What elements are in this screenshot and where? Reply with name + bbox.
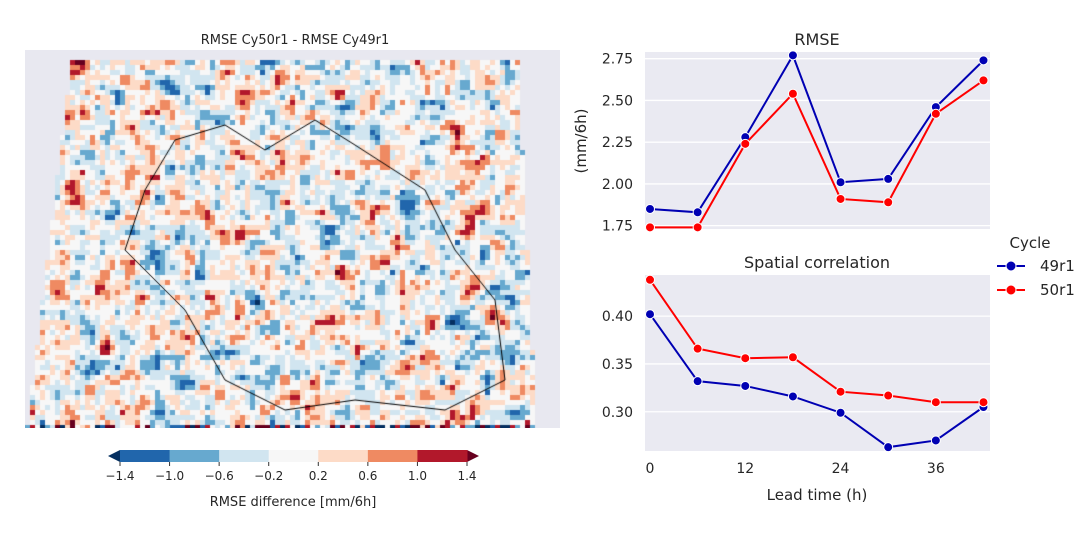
point-50r1: [883, 390, 894, 401]
point-50r1: [835, 193, 846, 204]
y-tick-label: 2.50: [602, 93, 633, 109]
y-tick-label: 2.25: [602, 135, 633, 151]
x-tick-label: 12: [736, 461, 754, 477]
point-50r1: [787, 88, 798, 99]
colorbar-bin: [367, 450, 418, 462]
colorbar-tick-label: −0.6: [205, 469, 234, 483]
colorbar-tick-label: 1.4: [457, 469, 476, 483]
colorbar-label: RMSE difference [mm/6h]: [210, 495, 377, 510]
colorbar-tick-label: 0.6: [358, 469, 377, 483]
legend-marker-50r1: [1005, 284, 1017, 296]
point-49r1: [883, 173, 894, 184]
point-49r1: [645, 309, 655, 320]
point-49r1: [787, 391, 798, 402]
y-tick-label: 0.35: [602, 357, 633, 373]
point-49r1: [883, 442, 894, 453]
point-50r1: [978, 397, 989, 408]
colorbar-bin: [268, 450, 319, 462]
point-49r1: [692, 376, 703, 387]
point-49r1: [787, 50, 798, 61]
x-tick-label: 36: [927, 461, 945, 477]
rmse-title: RMSE: [794, 30, 839, 49]
x-tick-label: 0: [646, 461, 655, 477]
rmse-ylabel: (mm/6h): [572, 108, 590, 173]
legend-label-49r1: 49r1: [1040, 257, 1075, 275]
series-line-49r1: [649, 313, 985, 449]
colorbar-bin: [219, 450, 270, 462]
plot-background: [645, 275, 990, 451]
legend-label-50r1: 50r1: [1040, 281, 1075, 299]
colorbar-tick-label: −1.0: [155, 469, 184, 483]
point-50r1: [930, 397, 941, 408]
point-49r1: [645, 203, 655, 214]
y-tick-label: 0.40: [602, 309, 633, 325]
point-49r1: [692, 207, 703, 218]
colorbar-tick-label: 0.2: [309, 469, 328, 483]
y-tick-label: 1.75: [602, 219, 633, 235]
colorbar-bin: [120, 450, 171, 462]
map-title: RMSE Cy50r1 - RMSE Cy49r1: [201, 33, 390, 48]
point-50r1: [883, 197, 894, 208]
point-50r1: [692, 343, 703, 354]
point-49r1: [835, 407, 846, 418]
corr-xlabel: Lead time (h): [767, 486, 868, 504]
colorbar-extend-low: [108, 450, 120, 462]
series-line-49r1: [649, 53, 985, 214]
plot-background: [645, 52, 990, 229]
point-50r1: [930, 108, 941, 119]
point-50r1: [835, 386, 846, 397]
colorbar: −1.4 −1.0 −0.6 −0.2 0.2 0.6 1.0 1.4: [105, 450, 479, 483]
series-line-50r1: [649, 279, 984, 404]
correlation-plot: 0.30 0.35 0.40 0 12 24 36: [602, 274, 990, 477]
y-tick-label: 0.30: [602, 405, 633, 421]
point-49r1: [835, 177, 846, 188]
point-50r1: [645, 274, 655, 285]
colorbar-extend-high: [467, 450, 479, 462]
colorbar-tick-label: −0.2: [254, 469, 283, 483]
rmse-plot: 1.75 2.00 2.25 2.50 2.75: [602, 50, 990, 235]
point-49r1: [930, 435, 941, 446]
point-50r1: [645, 222, 655, 233]
point-49r1: [740, 380, 751, 391]
point-50r1: [740, 138, 751, 149]
rmse-difference-map: [25, 50, 560, 428]
point-50r1: [740, 353, 751, 364]
x-tick-label: 24: [832, 461, 850, 477]
colorbar-bin: [417, 450, 468, 462]
y-tick-label: 2.75: [602, 52, 633, 68]
colorbar-bin: [169, 450, 220, 462]
colorbar-bin: [318, 450, 369, 462]
point-49r1: [978, 55, 989, 66]
colorbar-tick-label: −1.4: [105, 469, 134, 483]
legend-marker-49r1: [1005, 260, 1017, 272]
y-tick-label: 2.00: [602, 177, 633, 193]
point-50r1: [692, 222, 703, 233]
colorbar-tick-label: 1.0: [408, 469, 427, 483]
legend-title: Cycle: [1010, 234, 1051, 252]
series-line-50r1: [650, 79, 985, 229]
corr-title: Spatial correlation: [744, 253, 890, 272]
point-50r1: [978, 75, 989, 86]
legend: Cycle 49r1 50r1: [997, 234, 1075, 299]
point-50r1: [787, 352, 798, 363]
